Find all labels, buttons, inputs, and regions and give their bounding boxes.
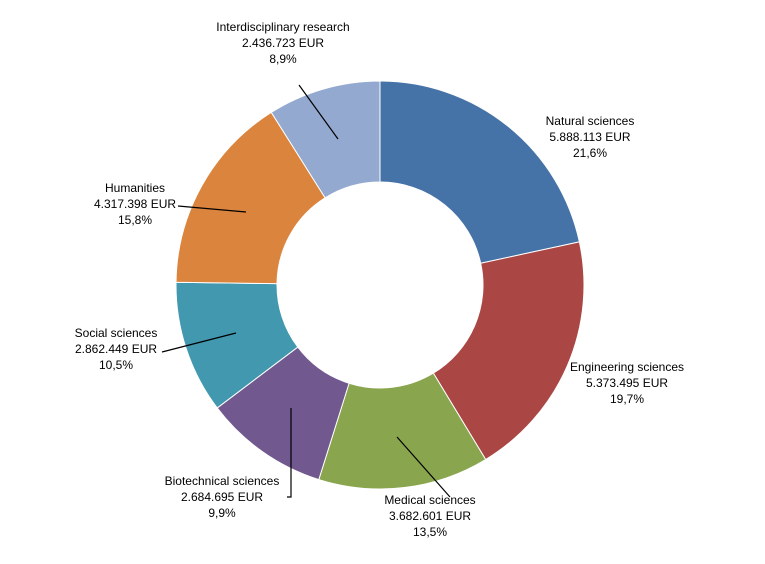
slice-percent-label: 9,9% — [208, 506, 236, 520]
slice-percent-label: 13,5% — [413, 525, 447, 539]
slice-labels: Natural sciences 5.888.113 EUR 21,6% Engine… — [75, 20, 684, 539]
leader-line — [161, 332, 237, 353]
slice-label: Biotechnical sciences — [165, 474, 280, 488]
donut-slices — [175, 80, 585, 490]
slice-percent-label: 8,9% — [269, 52, 297, 66]
slice-engineering-sciences — [432, 241, 585, 461]
slice-percent-label: 21,6% — [573, 146, 607, 160]
slice-label: Medical sciences — [384, 493, 475, 507]
slice-amount-label: 2.684.695 EUR — [181, 490, 263, 504]
leader-line — [298, 84, 339, 140]
slice-label: Engineering sciences — [570, 360, 684, 374]
leader-line — [287, 408, 292, 498]
slice-humanities — [175, 111, 326, 285]
slice-amount-label: 5.373.495 EUR — [586, 376, 668, 390]
slice-percent-label: 10,5% — [99, 358, 133, 372]
slice-label: Interdisciplinary research — [216, 20, 349, 34]
slice-label: Natural sciences — [546, 114, 635, 128]
leader-line — [177, 205, 247, 213]
slice-percent-label: 15,8% — [118, 213, 152, 227]
slice-label: Humanities — [105, 181, 165, 195]
slice-interdisciplinary-research — [270, 80, 381, 199]
leader-lines — [161, 84, 451, 498]
slice-percent-label: 19,7% — [610, 392, 644, 406]
leader-line — [396, 436, 451, 498]
slice-label: Social sciences — [75, 326, 158, 340]
slice-amount-label: 5.888.113 EUR — [549, 130, 630, 144]
slice-amount-label: 2.862.449 EUR — [75, 342, 157, 356]
slice-amount-label: 2.436.723 EUR — [242, 36, 324, 50]
slice-amount-label: 3.682.601 EUR — [389, 509, 471, 523]
slice-amount-label: 4.317.398 EUR — [94, 197, 176, 211]
slice-natural-sciences — [379, 80, 580, 264]
